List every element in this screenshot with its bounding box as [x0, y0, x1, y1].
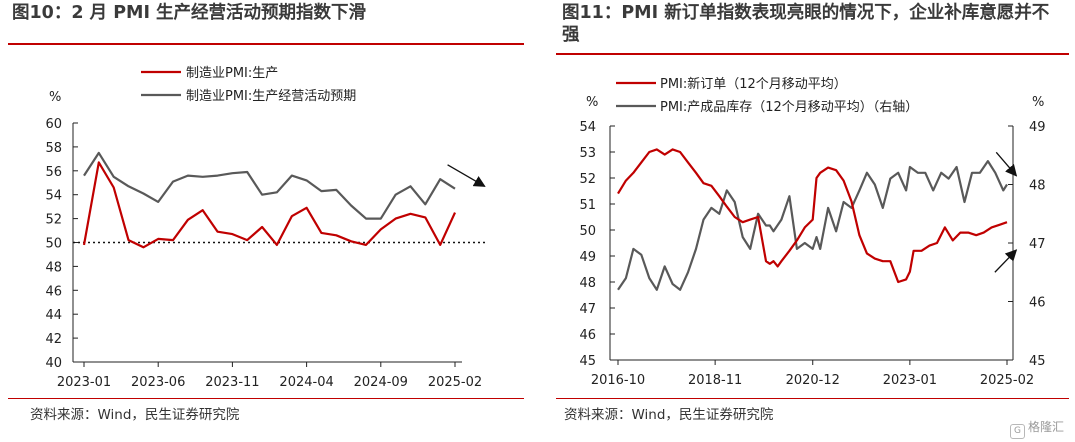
- title-rule: [556, 53, 1069, 55]
- y-unit-label-right: %: [1032, 95, 1044, 110]
- y-tick-label: 48: [45, 260, 62, 275]
- left-figure: 图10：2 月 PMI 生产经营活动预期指数下滑 % 40 42 44 46 48 50 52…: [0, 0, 530, 442]
- y-tick-label: 50: [45, 237, 62, 252]
- y-tick-label-left: 51: [579, 198, 596, 213]
- y-tick-label-left: 54: [579, 120, 596, 135]
- figure-title: 图10：2 月 PMI 生产经营活动预期指数下滑: [12, 3, 367, 23]
- source-rule: [8, 398, 524, 399]
- y-tick-label-left: 53: [579, 146, 596, 161]
- x-tick-label: 2023-11: [205, 375, 259, 390]
- source-rule: [556, 398, 1069, 399]
- watermark: G 格隆汇: [1010, 418, 1064, 439]
- y-tick-label: 40: [45, 356, 62, 371]
- y-unit-label: %: [49, 90, 61, 105]
- chart-left: % 40 42 44 46 48 50 52 54 56 58 60 2023-01 2023-06 202…: [45, 66, 488, 390]
- y-tick-label: 42: [45, 332, 62, 347]
- y-unit-label-left: %: [586, 95, 598, 110]
- watermark-text: 格隆汇: [1028, 420, 1065, 434]
- x-tick-label: 2023-01: [883, 373, 937, 388]
- x-tick-label: 2016-10: [591, 373, 645, 388]
- legend-label: PMI:新订单（12个月移动平均）: [660, 76, 847, 92]
- y-tick-label: 46: [45, 284, 62, 299]
- x-tick-label: 2018-11: [688, 373, 742, 388]
- y-tick-label-left: 48: [579, 276, 596, 291]
- y-tick-label-left: 47: [579, 302, 596, 317]
- y-tick-label-left: 45: [579, 354, 596, 369]
- y-tick-label-right: 47: [1029, 237, 1046, 252]
- y-tick-label-left: 46: [579, 328, 596, 343]
- y-tick-label: 58: [45, 141, 62, 156]
- y-tick-label-left: 49: [579, 250, 596, 265]
- x-tick-label: 2024-09: [354, 375, 408, 390]
- x-tick-label: 2023-06: [131, 375, 185, 390]
- y-tick-label: 56: [45, 165, 62, 180]
- y-tick-label-left: 52: [579, 172, 596, 187]
- legend-label: 制造业PMI:生产: [186, 66, 278, 81]
- x-tick-label: 2024-04: [279, 375, 333, 390]
- figure-title: 图11：PMI 新订单指数表现亮眼的情况下，企业补库意愿并不强: [562, 3, 1050, 45]
- right-figure: 图11：PMI 新订单指数表现亮眼的情况下，企业补库意愿并不强 %% 45 46 47…: [548, 0, 1075, 442]
- trend-arrow: [994, 249, 1018, 273]
- x-tick-label: 2025-02: [980, 373, 1034, 388]
- y-tick-label: 44: [45, 308, 62, 323]
- watermark-logo-icon: G: [1010, 424, 1025, 439]
- y-tick-label-left: 50: [579, 224, 596, 239]
- x-tick-label: 2025-02: [428, 375, 482, 390]
- y-tick-label-right: 49: [1029, 120, 1046, 135]
- y-tick-label: 54: [45, 189, 62, 204]
- trend-arrow: [995, 151, 1018, 177]
- series-line-expectation: [83, 151, 456, 220]
- trend-arrow: [447, 164, 486, 187]
- series-line-finished-inventory: [617, 160, 1008, 291]
- source-note: 资料来源：Wind，民生证券研究院: [30, 407, 240, 423]
- legend-label: 制造业PMI:生产经营活动预期: [186, 89, 356, 104]
- y-tick-label: 60: [45, 117, 62, 132]
- y-tick-label-right: 48: [1029, 179, 1046, 194]
- title-rule: [8, 43, 524, 45]
- x-tick-label: 2023-01: [57, 375, 111, 390]
- x-tick-label: 2020-12: [786, 373, 840, 388]
- chart-right: % % 45 46 47 48 49 50 51 52 53 54 45 46 47 48 49 2016-10 2…: [579, 76, 1046, 388]
- source-note: 资料来源：Wind，民生证券研究院: [564, 407, 774, 423]
- y-tick-label-right: 45: [1029, 354, 1046, 369]
- series-line-production: [82, 161, 457, 249]
- y-tick-label-right: 46: [1029, 296, 1046, 311]
- y-tick-label: 52: [45, 213, 62, 228]
- legend-label: PMI:产成品库存（12个月移动平均）（右轴）: [660, 99, 918, 115]
- series-line-new-orders: [617, 148, 1008, 284]
